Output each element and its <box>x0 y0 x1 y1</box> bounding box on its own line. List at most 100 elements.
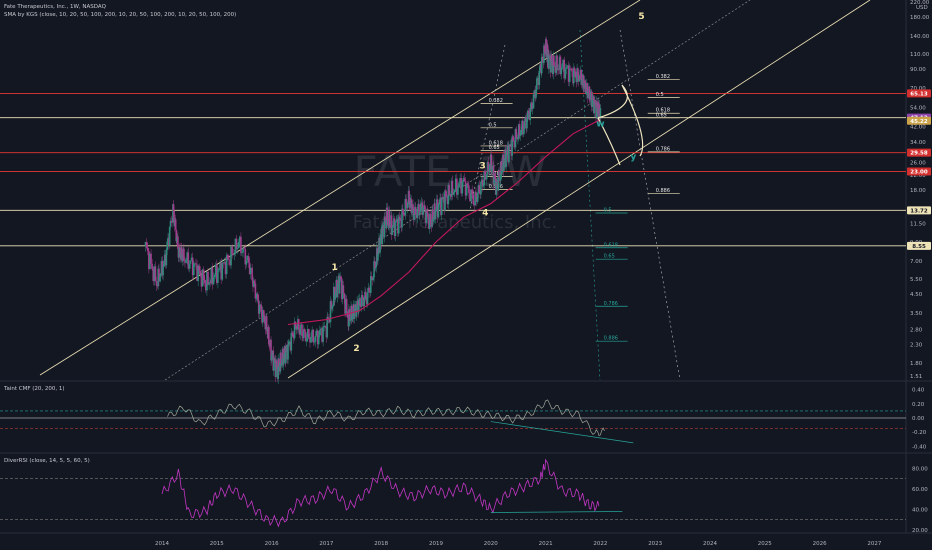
candle-body <box>580 69 583 80</box>
candle-body <box>377 253 379 261</box>
candle-body <box>448 184 450 196</box>
candle-body <box>413 214 415 220</box>
candle-body <box>571 68 573 72</box>
time-axis-tick: 2018 <box>374 541 388 547</box>
candle-body <box>517 124 520 139</box>
wave-label: 4 <box>482 209 488 219</box>
candle-body <box>178 247 181 249</box>
price-axis-tick: 220.00 <box>910 0 930 6</box>
candle-body <box>270 339 272 361</box>
wave-label: w <box>596 119 604 129</box>
time-axis-tick: 2019 <box>429 541 443 547</box>
candle-body <box>304 331 307 342</box>
candle-body <box>553 55 555 66</box>
wave-labels: 1 2 3 4 5 w y <box>331 12 644 354</box>
candle-body <box>568 68 571 82</box>
candle-body <box>590 91 593 107</box>
candle-body <box>379 239 381 253</box>
candle-body <box>574 71 577 78</box>
candle-body <box>146 247 149 251</box>
candle-body <box>469 192 471 202</box>
candle-body <box>198 265 201 271</box>
candle-body <box>414 206 416 215</box>
candle-body <box>155 281 158 286</box>
price-axis-tick: 5.50 <box>910 277 923 283</box>
candle-body <box>164 254 167 266</box>
candle-body <box>359 298 361 307</box>
candle-body <box>449 194 452 197</box>
candle-body <box>149 253 151 269</box>
rsi-axis-tick: 60.00 <box>912 487 928 493</box>
fib-level-label: 0.618 <box>656 108 670 114</box>
candle-body <box>397 216 400 234</box>
candle-body <box>599 118 601 120</box>
candle-body <box>564 68 567 79</box>
candle-body <box>576 68 578 82</box>
candle-body <box>340 278 343 300</box>
candle-body <box>154 266 157 282</box>
price-badge-label: 65.13 <box>910 91 928 97</box>
candle-body <box>434 211 437 220</box>
candle-body <box>577 75 580 82</box>
candle-body <box>514 129 517 148</box>
candle-body <box>480 181 482 195</box>
candle-body <box>168 226 171 245</box>
candle-body <box>527 110 530 114</box>
candle-body <box>510 143 513 156</box>
candle-body <box>476 193 479 202</box>
candle-body <box>426 210 429 214</box>
price-badge-label: 45.22 <box>910 119 928 125</box>
candle-body <box>190 257 193 261</box>
candle-body <box>275 360 278 367</box>
candle-body <box>201 269 204 287</box>
candle-body <box>361 295 364 298</box>
candle-body <box>391 227 393 235</box>
candle-body <box>280 363 283 366</box>
candle-body <box>195 263 197 265</box>
candle-body <box>476 196 478 202</box>
candle-body <box>383 216 386 237</box>
candle-body <box>266 328 269 335</box>
candle-body <box>212 277 215 285</box>
candle-body <box>485 175 487 180</box>
candle-body <box>495 180 498 195</box>
rsi-axis-tick: 40.00 <box>912 507 928 513</box>
candle-body <box>598 104 601 122</box>
candle-body <box>522 120 524 134</box>
candle-body <box>349 318 352 321</box>
candle-body <box>486 162 489 175</box>
candle-body <box>479 191 481 195</box>
candle-body <box>330 301 333 309</box>
candle-body <box>317 335 320 345</box>
candle-body <box>218 268 220 271</box>
candle-body <box>152 268 155 282</box>
candle-body <box>573 68 575 84</box>
candle-body <box>358 298 361 300</box>
candle-body <box>575 77 578 82</box>
time-axis-tick: 2023 <box>648 541 662 547</box>
candle-body <box>522 129 525 134</box>
cmf-line <box>167 399 605 436</box>
candle-body <box>334 292 337 295</box>
candle-body <box>561 67 563 69</box>
time-axis-tick: 2025 <box>758 541 772 547</box>
candle-body <box>425 210 428 223</box>
candle-body <box>546 43 549 63</box>
candle-body <box>325 326 328 338</box>
candle-body <box>243 248 245 250</box>
candle-body <box>436 199 438 209</box>
candle-body <box>295 325 298 330</box>
candle-body <box>328 318 331 323</box>
candle-body <box>452 191 455 195</box>
cmf-trendline <box>490 421 634 444</box>
candle-body <box>529 108 532 121</box>
candle-body <box>533 90 536 95</box>
candle-body <box>490 154 493 173</box>
fib-level-label: 0.618 <box>489 140 503 146</box>
candle-body <box>419 211 421 216</box>
candle-body <box>297 318 300 330</box>
candle-body <box>386 220 389 222</box>
candle-body <box>487 162 490 172</box>
candle-body <box>249 268 252 275</box>
